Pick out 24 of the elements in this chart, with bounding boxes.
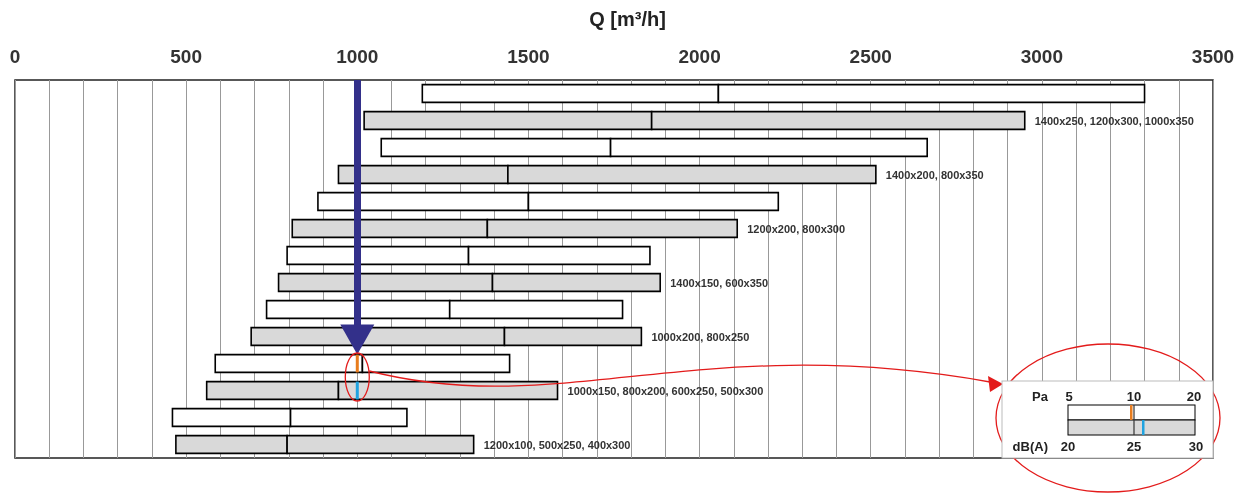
annotation: 20 — [1060, 439, 1076, 454]
x-tick-label: 3500 — [1191, 46, 1235, 67]
annotation: Pa — [1032, 389, 1049, 404]
x-tick-label: 2500 — [849, 46, 892, 67]
x-tick-label: 3000 — [1020, 46, 1063, 67]
y-tick-label: 1400x250, 1200x300, 1000x350 — [1034, 114, 1194, 127]
x-tick-label: 0 — [9, 46, 21, 67]
annotation: 30 — [1188, 439, 1204, 454]
y-tick-label: 1000x150, 800x200, 600x250, 500x300 — [567, 384, 764, 397]
x-tick-label: 1000 — [336, 46, 379, 67]
y-tick-label: 1200x200, 800x300 — [747, 222, 846, 235]
annotation: 20 — [1186, 389, 1202, 404]
annotation: 25 — [1126, 439, 1142, 454]
chart-title: Q [m³/h] — [589, 8, 666, 30]
y-tick-label: 1400x150, 600x350 — [670, 276, 769, 289]
x-tick-label: 1500 — [507, 46, 550, 67]
x-tick-label: 2000 — [678, 46, 721, 67]
y-tick-label: 1000x200, 800x250 — [651, 330, 750, 343]
y-tick-label: 1200x100, 500x250, 400x300 — [483, 438, 631, 451]
annotation: 10 — [1126, 389, 1142, 404]
annotation: 5 — [1065, 389, 1073, 404]
y-tick-label: 1400x200, 800x350 — [885, 168, 984, 181]
x-tick-label: 500 — [170, 46, 202, 67]
annotation: dB(A) — [1012, 439, 1048, 454]
